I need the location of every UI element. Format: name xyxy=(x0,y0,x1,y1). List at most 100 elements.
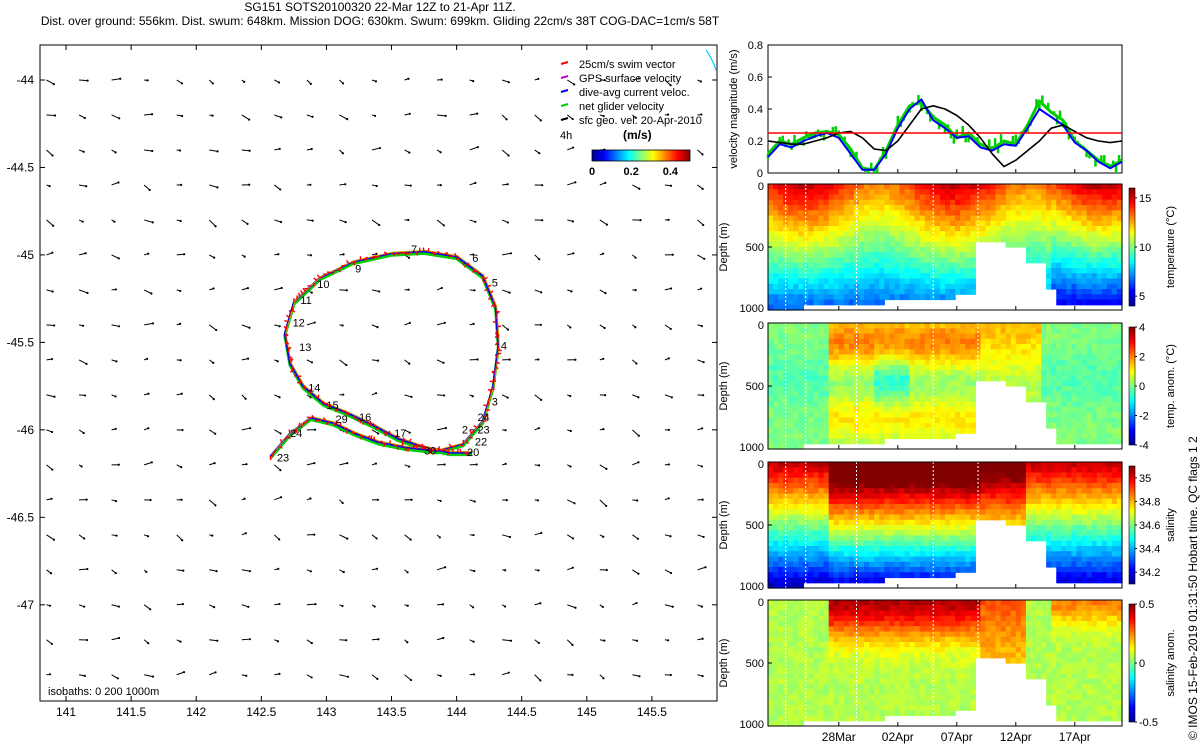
section-cell xyxy=(1061,401,1067,408)
section-cell xyxy=(1101,247,1108,253)
section-cell xyxy=(773,407,779,413)
section-cell xyxy=(1106,199,1113,206)
section-cell xyxy=(939,268,946,274)
section-cell xyxy=(939,199,946,206)
section-cell xyxy=(1101,299,1108,306)
section-cell xyxy=(813,338,820,345)
section-cell xyxy=(939,467,946,474)
section-cell xyxy=(1061,210,1067,217)
section-cell xyxy=(924,199,931,206)
section-cell xyxy=(909,220,916,227)
section-cell xyxy=(1020,370,1027,377)
section-cell xyxy=(798,530,804,537)
section-cell xyxy=(1086,273,1093,280)
section-cell xyxy=(894,551,901,558)
swim-vector xyxy=(448,443,453,448)
section-cell xyxy=(1000,354,1007,361)
section-cell xyxy=(833,354,840,361)
section-cell xyxy=(960,323,966,329)
swim-vector xyxy=(284,333,289,338)
section-cell xyxy=(975,231,981,238)
section-cell xyxy=(869,268,875,274)
geo-vector-head xyxy=(703,257,706,260)
section-cell xyxy=(894,338,901,345)
section-cell xyxy=(990,349,997,356)
section-cell xyxy=(894,262,901,269)
section-cell xyxy=(904,365,911,371)
section-cell xyxy=(1106,401,1113,408)
section-cell xyxy=(950,328,956,335)
section-cell xyxy=(970,375,976,382)
section-cell xyxy=(823,567,830,573)
section-cell xyxy=(843,247,850,253)
geo-vector-head xyxy=(117,181,120,184)
section-cell xyxy=(1086,412,1093,419)
section-cell xyxy=(848,252,855,259)
section-cell xyxy=(798,551,804,558)
geo-vector-head xyxy=(410,395,413,399)
section-cell xyxy=(1111,210,1118,217)
section-cell xyxy=(904,535,911,542)
swim-vector xyxy=(297,292,301,297)
section-cell xyxy=(889,422,896,429)
section-cell xyxy=(793,323,799,329)
section-cell xyxy=(904,401,911,408)
section-cell xyxy=(808,215,815,222)
geo-vector-head xyxy=(571,643,574,646)
geo-vector-head xyxy=(279,496,283,499)
section-cell xyxy=(1061,231,1067,238)
section-cell xyxy=(899,194,906,201)
section-cell xyxy=(833,231,840,238)
section-cell xyxy=(950,247,956,253)
section-cell xyxy=(843,396,850,403)
section-cell xyxy=(899,391,906,398)
section-cell xyxy=(1086,338,1093,345)
section-cell xyxy=(773,283,779,290)
section-cell xyxy=(929,215,936,222)
section-cell xyxy=(960,210,966,217)
geo-vector xyxy=(209,184,218,188)
section-cell xyxy=(864,241,870,248)
section-cell xyxy=(768,483,774,489)
section-cell xyxy=(1086,386,1093,392)
section-cell xyxy=(874,283,880,290)
section-cell xyxy=(813,370,820,377)
section-cell xyxy=(965,428,971,434)
section-cell xyxy=(990,231,997,238)
geo-vector-head xyxy=(638,675,641,678)
section-cell xyxy=(823,215,830,222)
section-cell xyxy=(924,525,931,531)
section-cell xyxy=(1056,268,1062,274)
section-cell xyxy=(914,257,921,264)
section-cell xyxy=(768,412,774,419)
section-cell xyxy=(990,370,997,377)
section-cell xyxy=(1046,252,1052,259)
section-cell xyxy=(1101,375,1108,382)
geo-vector xyxy=(632,569,639,575)
section-cell xyxy=(1086,210,1093,217)
geo-vector-head xyxy=(278,602,281,606)
section-cell xyxy=(848,386,855,392)
section-cell xyxy=(853,370,860,377)
section-cell xyxy=(838,262,845,269)
section-cell xyxy=(818,354,825,361)
section-cell xyxy=(778,462,784,468)
section-cell xyxy=(939,477,946,484)
section-cell xyxy=(803,514,810,521)
section-cell xyxy=(793,417,799,424)
section-cell xyxy=(838,257,845,264)
section-cell xyxy=(828,278,835,285)
geo-vector-head xyxy=(243,255,246,258)
section-cell xyxy=(813,231,820,238)
day-label: 17 xyxy=(394,428,406,440)
section-cell xyxy=(1111,236,1118,243)
geo-vector-head xyxy=(375,252,378,255)
section-cell xyxy=(773,462,779,468)
section-cell xyxy=(1036,344,1042,350)
section-cell xyxy=(808,433,815,440)
swim-vector xyxy=(472,268,477,272)
section-cell xyxy=(838,519,845,526)
section-cell xyxy=(889,189,896,196)
section-cell xyxy=(970,407,976,413)
section-cell xyxy=(843,189,850,196)
